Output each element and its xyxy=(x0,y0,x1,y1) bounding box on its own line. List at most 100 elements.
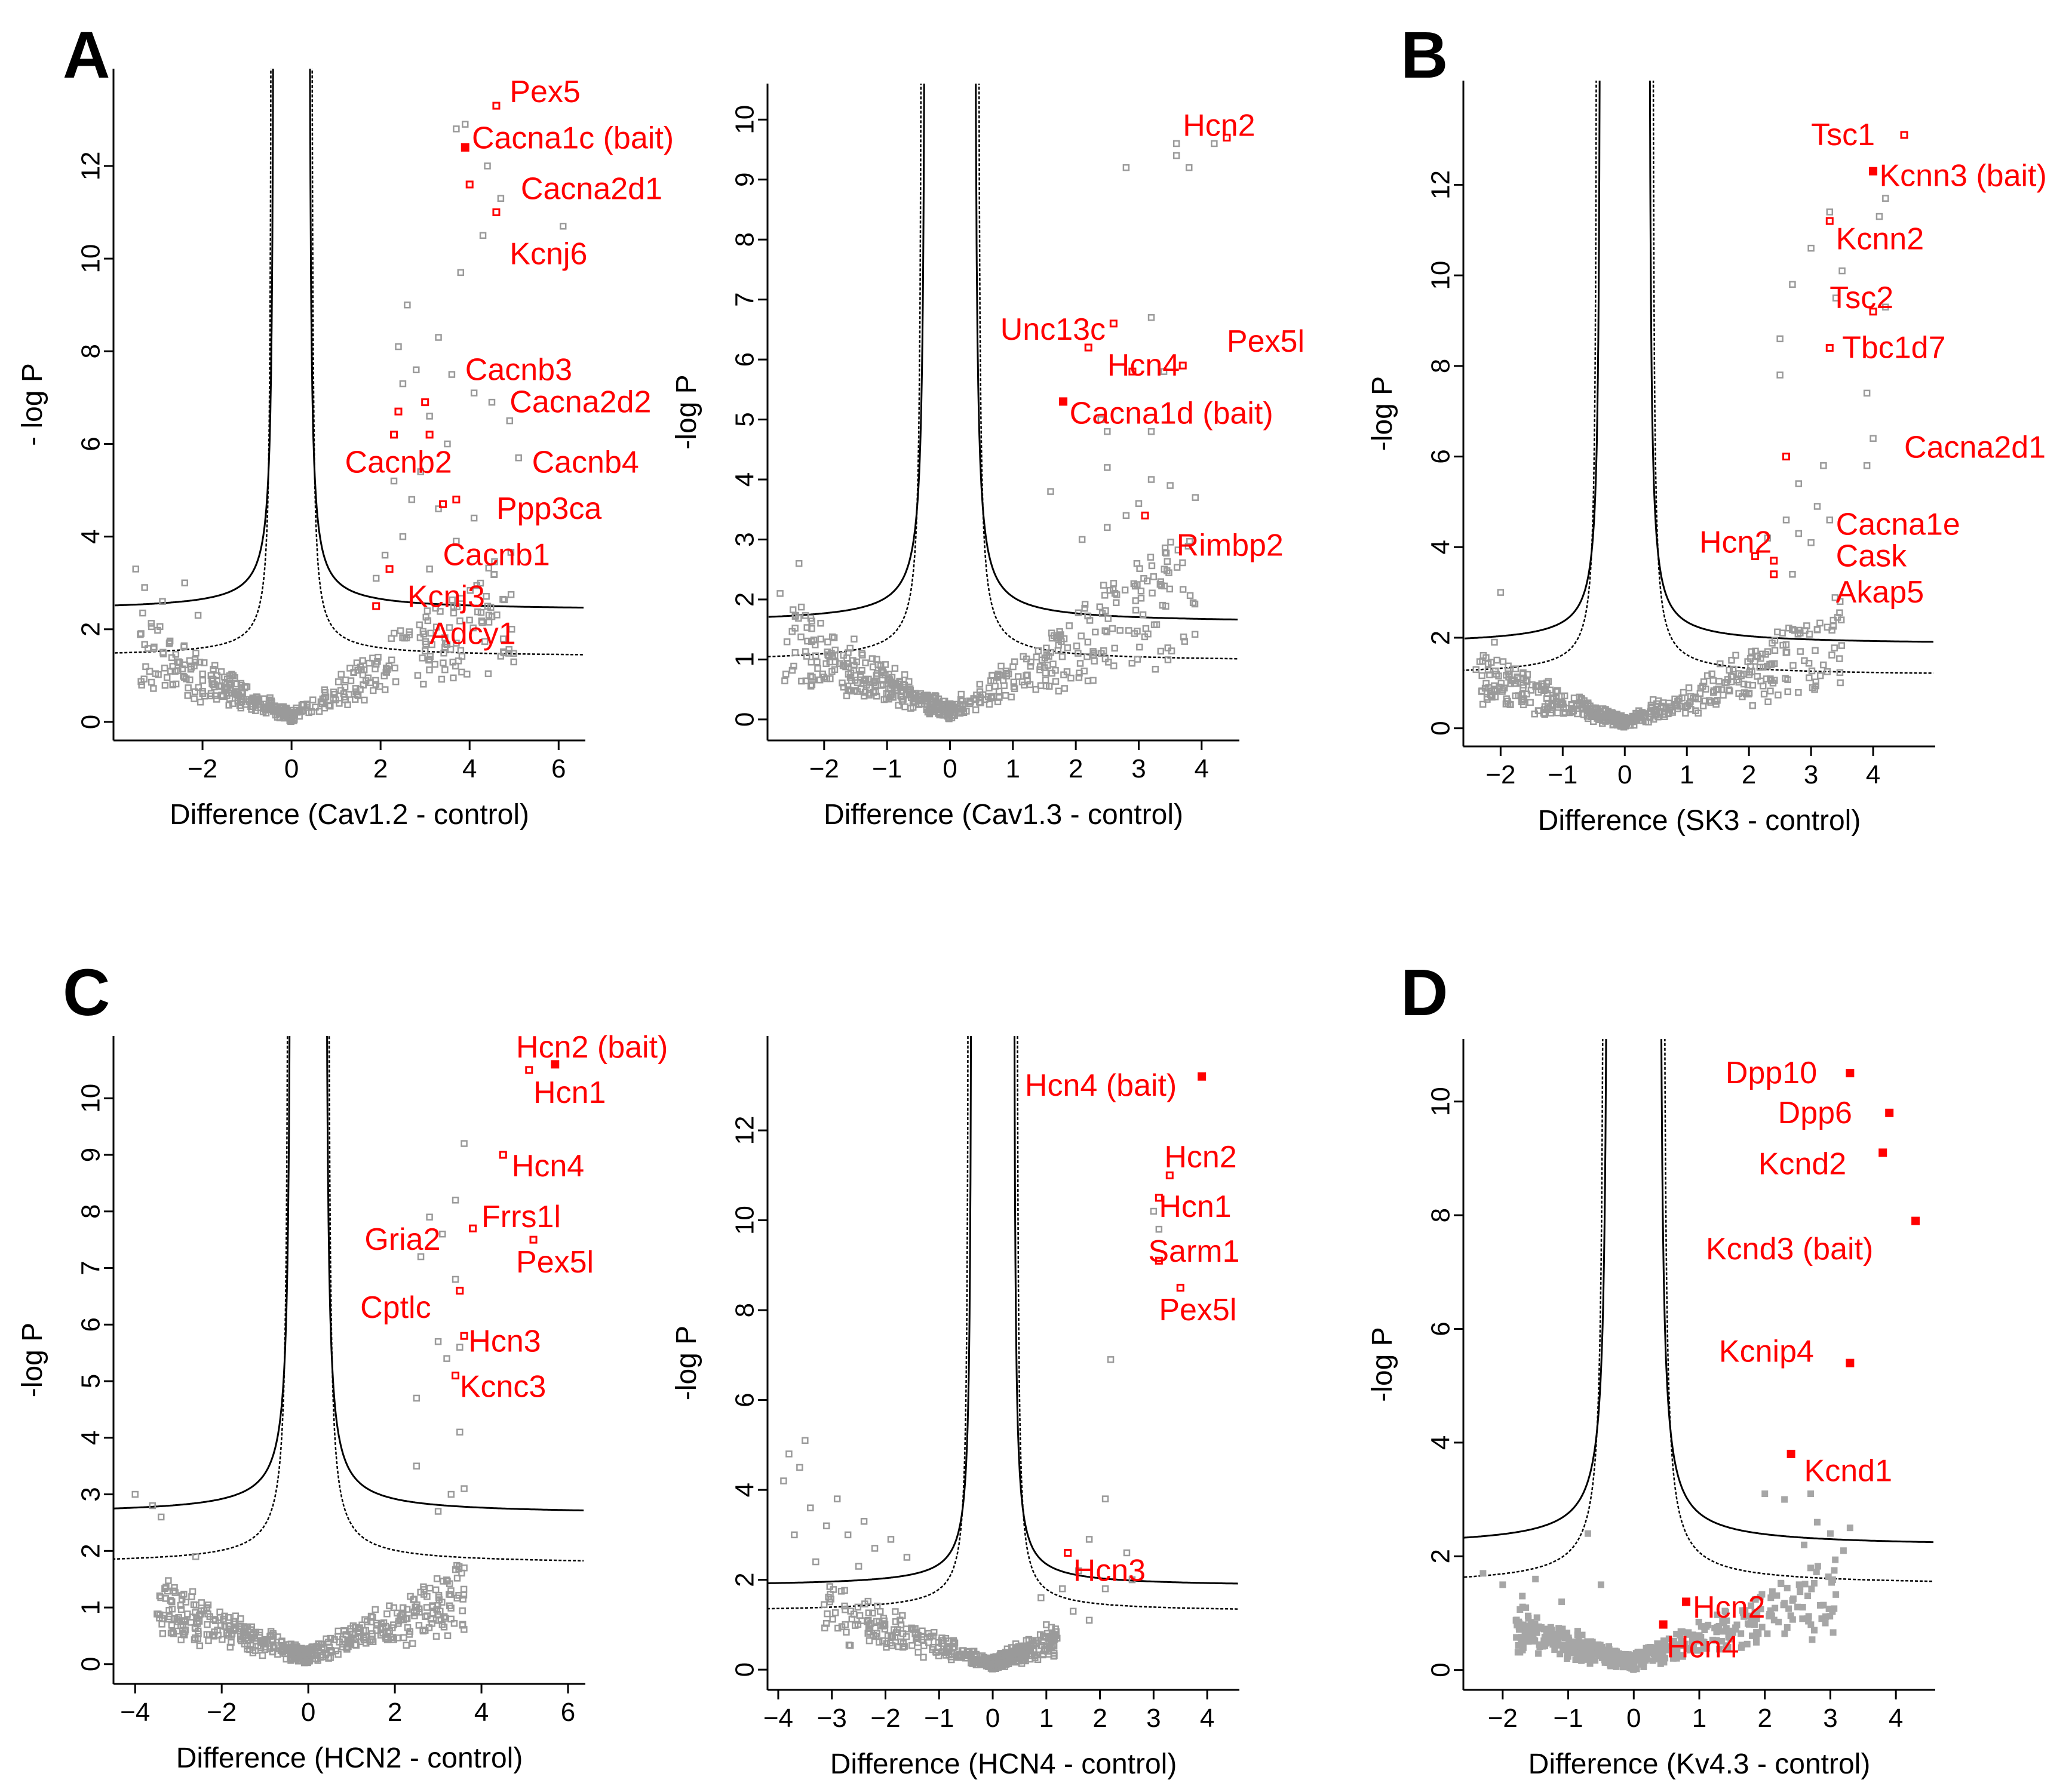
protein-point xyxy=(1530,1636,1537,1643)
protein-point xyxy=(437,608,444,615)
protein-point xyxy=(1589,1639,1596,1646)
protein-point xyxy=(191,695,198,702)
protein-point xyxy=(197,699,204,706)
protein-point xyxy=(1092,628,1099,636)
protein-point xyxy=(807,683,815,690)
protein-point xyxy=(442,1615,449,1622)
protein-point xyxy=(1827,1530,1834,1537)
protein-point xyxy=(287,717,295,725)
protein-point xyxy=(1128,1576,1136,1584)
protein-point xyxy=(1578,704,1586,712)
highlighted-protein-point xyxy=(1059,397,1068,406)
protein-point xyxy=(157,1594,164,1602)
protein-label: Hcn2 xyxy=(1699,525,1772,560)
protein-point xyxy=(241,684,248,691)
protein-point xyxy=(1527,687,1535,694)
x-tick-label: 0 xyxy=(1617,760,1632,789)
protein-point xyxy=(1572,1656,1579,1664)
protein-point xyxy=(1101,1585,1109,1593)
protein-point xyxy=(145,645,152,652)
x-tick-label: 4 xyxy=(462,754,477,783)
protein-point xyxy=(179,1630,187,1637)
y-axis-label: -log P xyxy=(671,374,702,449)
protein-point xyxy=(1569,1638,1576,1645)
protein-point xyxy=(1658,1655,1665,1662)
protein-point xyxy=(1832,1556,1839,1563)
protein-point xyxy=(1033,1640,1040,1647)
protein-point xyxy=(417,468,424,475)
protein-point xyxy=(889,682,896,689)
protein-point xyxy=(1128,659,1136,667)
protein-point xyxy=(1603,1653,1610,1661)
protein-point xyxy=(1191,600,1199,608)
highlighted-protein-point xyxy=(1223,133,1231,142)
x-tick-label: 2 xyxy=(1069,754,1083,783)
protein-point xyxy=(373,1627,380,1634)
protein-point xyxy=(881,1625,889,1633)
protein-point xyxy=(1581,1639,1588,1646)
protein-point xyxy=(1131,630,1138,637)
protein-point xyxy=(1104,615,1112,622)
significance-curve xyxy=(978,84,1238,660)
protein-point xyxy=(347,677,355,684)
protein-point xyxy=(161,1585,168,1593)
protein-point xyxy=(1167,482,1174,489)
protein-point xyxy=(453,640,460,647)
protein-point xyxy=(945,707,952,715)
protein-point xyxy=(440,1578,447,1585)
highlighted-protein-point xyxy=(1846,1358,1855,1367)
protein-point xyxy=(181,1628,189,1636)
protein-point xyxy=(1726,1627,1733,1634)
protein-point xyxy=(824,638,831,645)
protein-point xyxy=(1605,1658,1612,1665)
protein-point xyxy=(1649,696,1657,703)
protein-point xyxy=(1672,1643,1679,1650)
protein-point xyxy=(834,1624,842,1632)
protein-point xyxy=(1797,648,1804,655)
protein-point xyxy=(1479,700,1487,708)
protein-point xyxy=(1812,678,1819,686)
protein-point xyxy=(1139,611,1147,619)
protein-point xyxy=(1813,1569,1820,1576)
protein-label: Kcnd3 (bait) xyxy=(1706,1232,1873,1267)
protein-point xyxy=(877,662,885,669)
protein-point xyxy=(196,659,204,666)
protein-point xyxy=(1478,687,1485,694)
protein-point xyxy=(410,1596,417,1603)
protein-point xyxy=(845,671,852,678)
protein-point xyxy=(175,658,183,666)
protein-point xyxy=(296,707,303,714)
protein-point xyxy=(1059,1585,1066,1593)
protein-point xyxy=(1089,648,1097,655)
protein-point xyxy=(1752,1596,1759,1603)
x-tick-label: 4 xyxy=(1195,754,1209,783)
protein-label: Hcn4 xyxy=(512,1149,584,1184)
protein-point xyxy=(897,692,904,700)
y-tick-label: 1 xyxy=(730,652,760,666)
protein-point xyxy=(1520,674,1527,682)
protein-point xyxy=(390,477,398,485)
y-tick-label: 4 xyxy=(1426,1435,1456,1450)
protein-point xyxy=(1564,1630,1571,1637)
protein-point xyxy=(169,1628,177,1636)
protein-point xyxy=(997,1660,1005,1668)
protein-point xyxy=(1512,692,1519,700)
protein-point xyxy=(169,663,176,670)
protein-point xyxy=(1781,1496,1788,1503)
protein-point xyxy=(440,649,447,657)
protein-point xyxy=(1767,1607,1774,1614)
protein-point xyxy=(1693,1647,1700,1654)
protein-point xyxy=(367,1618,375,1626)
y-tick-label: 9 xyxy=(76,1148,106,1162)
protein-point xyxy=(386,1627,393,1635)
protein-point xyxy=(895,702,902,709)
protein-point xyxy=(360,681,367,688)
x-tick-label: 0 xyxy=(1626,1704,1641,1733)
protein-point xyxy=(446,1580,453,1587)
protein-point xyxy=(1581,1643,1588,1650)
protein-point xyxy=(439,1230,446,1238)
protein-label: Cacna1e xyxy=(1836,507,1960,542)
protein-point xyxy=(808,638,815,645)
protein-point xyxy=(420,680,427,688)
protein-point xyxy=(957,696,965,703)
